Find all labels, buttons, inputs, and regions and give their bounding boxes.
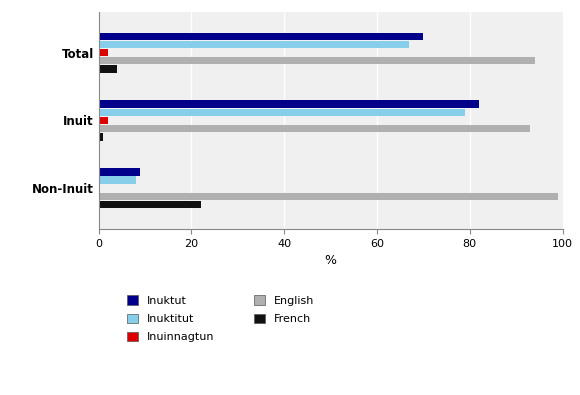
Bar <box>99 41 409 48</box>
Bar <box>99 125 530 132</box>
Bar <box>99 100 479 108</box>
Bar <box>99 65 117 73</box>
Bar <box>99 117 108 124</box>
Bar <box>99 201 201 209</box>
Legend: Inuktut, Inuktitut, Inuinnagtun, English, French: Inuktut, Inuktitut, Inuinnagtun, English… <box>128 295 314 342</box>
Bar <box>99 57 535 64</box>
Bar <box>99 32 423 40</box>
Bar <box>99 177 136 184</box>
Bar <box>99 109 465 116</box>
Bar <box>99 133 103 141</box>
Bar <box>99 49 108 56</box>
Bar <box>99 193 558 200</box>
Bar <box>99 168 140 176</box>
X-axis label: %: % <box>325 254 336 267</box>
